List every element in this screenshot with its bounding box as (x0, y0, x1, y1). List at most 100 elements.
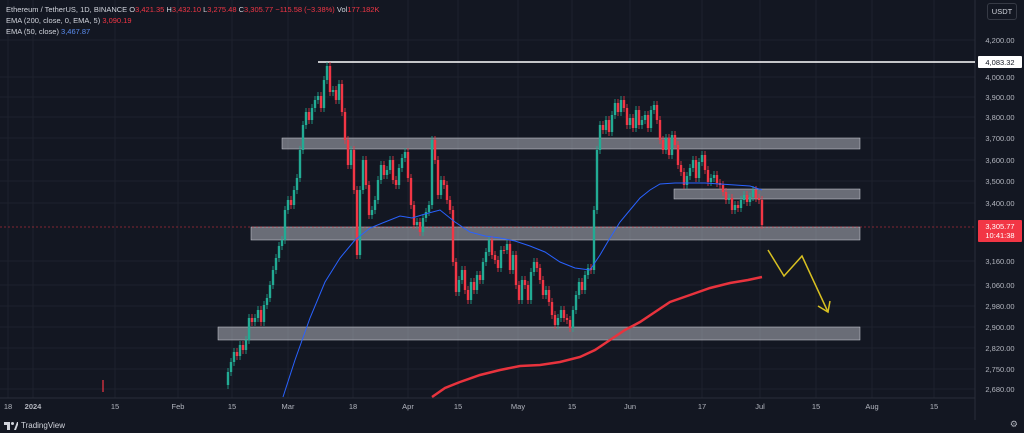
brand-name: TradingView (21, 421, 66, 430)
svg-text:3,305.77: 3,305.77 (985, 222, 1014, 231)
candle-body (445, 185, 449, 200)
candle-body (373, 200, 377, 210)
candle-body (481, 262, 485, 280)
candle-body (286, 200, 290, 210)
candle-body (475, 275, 479, 290)
candle-body (340, 84, 344, 112)
candle-body (403, 152, 407, 158)
candle-body (283, 210, 287, 240)
candle-body (349, 150, 353, 165)
candle-body (520, 280, 524, 300)
symbol-name[interactable]: Ethereum / TetherUS, 1D, BINANCE (6, 5, 128, 14)
tradingview-logo[interactable]: TradingView (4, 421, 65, 430)
candle-body (313, 100, 317, 108)
candle-body (622, 100, 626, 108)
candle-body (433, 140, 437, 160)
candle-body (586, 268, 590, 275)
candle-body (259, 310, 263, 322)
candle-body (694, 160, 698, 178)
projection-arrow-head (817, 300, 831, 314)
candle-body (682, 172, 686, 185)
candle-body (688, 168, 692, 176)
time-tick-label: 17 (698, 402, 706, 411)
support-resistance-zones (217, 137, 861, 341)
candle-body (487, 240, 491, 252)
candle-body (370, 210, 374, 215)
candle-body (544, 290, 548, 295)
candle-body (454, 262, 458, 292)
currency-button[interactable]: USDT (987, 3, 1017, 20)
time-tick-label: Apr (402, 402, 414, 411)
candle-body (661, 140, 665, 150)
candle-body (241, 345, 245, 350)
candle-body (457, 280, 461, 292)
price-tick-label: 3,060.00 (985, 281, 1014, 290)
candle-body (337, 84, 341, 100)
candle-body (367, 185, 371, 215)
candle-body (598, 125, 602, 150)
candle-body (262, 305, 266, 322)
candle-body (451, 210, 455, 262)
candle-body (733, 205, 737, 210)
ema50-legend[interactable]: EMA (50, close) 3,467.87 (6, 26, 379, 37)
candle-body (583, 275, 587, 290)
candle-body (559, 310, 563, 318)
candle-body (667, 138, 671, 155)
candle-body (442, 180, 446, 185)
candle-body (580, 282, 584, 290)
candle-body (724, 192, 728, 200)
candle-body (577, 282, 581, 295)
candle-body (658, 120, 662, 140)
candle-body (706, 170, 710, 182)
candles (102, 62, 764, 392)
time-tick-label: 15 (812, 402, 820, 411)
candle-body (232, 352, 236, 362)
zone-box (250, 226, 861, 241)
time-tick-label: Feb (172, 402, 185, 411)
candle-body (511, 255, 515, 270)
ema200-legend[interactable]: EMA (200, close, 0, EMA, 5) 3,090.19 (6, 15, 379, 26)
candle-body (604, 120, 608, 130)
candle-body (394, 180, 398, 185)
candle-body (649, 110, 653, 128)
candle-body (499, 250, 503, 268)
candle-body (238, 345, 242, 356)
candle-body (517, 285, 521, 300)
time-tick-label: Mar (282, 402, 295, 411)
candle-body (460, 270, 464, 280)
time-tick-label: 18 (4, 402, 12, 411)
candle-body (496, 260, 500, 268)
candle-body (322, 80, 326, 108)
candle-body (643, 115, 647, 120)
candle-body (400, 158, 404, 168)
candle-body (550, 302, 554, 315)
svg-text:4,083.32: 4,083.32 (985, 58, 1014, 67)
zone-box (673, 188, 861, 200)
time-tick-label: 15 (454, 402, 462, 411)
candle-body (541, 280, 545, 295)
candle-body (715, 175, 719, 183)
candle-body (391, 160, 395, 180)
candle-body (526, 285, 530, 300)
ema50-value: 3,467.87 (61, 27, 91, 36)
candle-body (562, 310, 566, 318)
gear-icon[interactable]: ⚙ (1009, 419, 1018, 429)
ema200-label: EMA (200, close, 0, EMA, 5) (6, 16, 101, 25)
price-axis: 4,200.00 4,000.00 3,900.00 3,800.00 3,700.00… (985, 36, 1014, 394)
time-tick-label: 15 (930, 402, 938, 411)
candle-body (418, 222, 422, 232)
candle-body (610, 115, 614, 132)
candle-body (439, 180, 443, 195)
candle-body (742, 195, 746, 200)
ema50-label: EMA (50, close) (6, 27, 59, 36)
candle-body (247, 318, 251, 340)
candle-body (628, 118, 632, 125)
candle-body (655, 105, 659, 120)
candle-body (385, 170, 389, 175)
candle-body (652, 105, 656, 110)
time-axis: 18 2024 15 Feb 15 Mar 18 Apr 15 May 15 Jun 17 Jul 15 Au… (4, 402, 938, 411)
time-tick-label: Jun (624, 402, 636, 411)
candle-body (343, 112, 347, 140)
candle-body (235, 352, 239, 356)
